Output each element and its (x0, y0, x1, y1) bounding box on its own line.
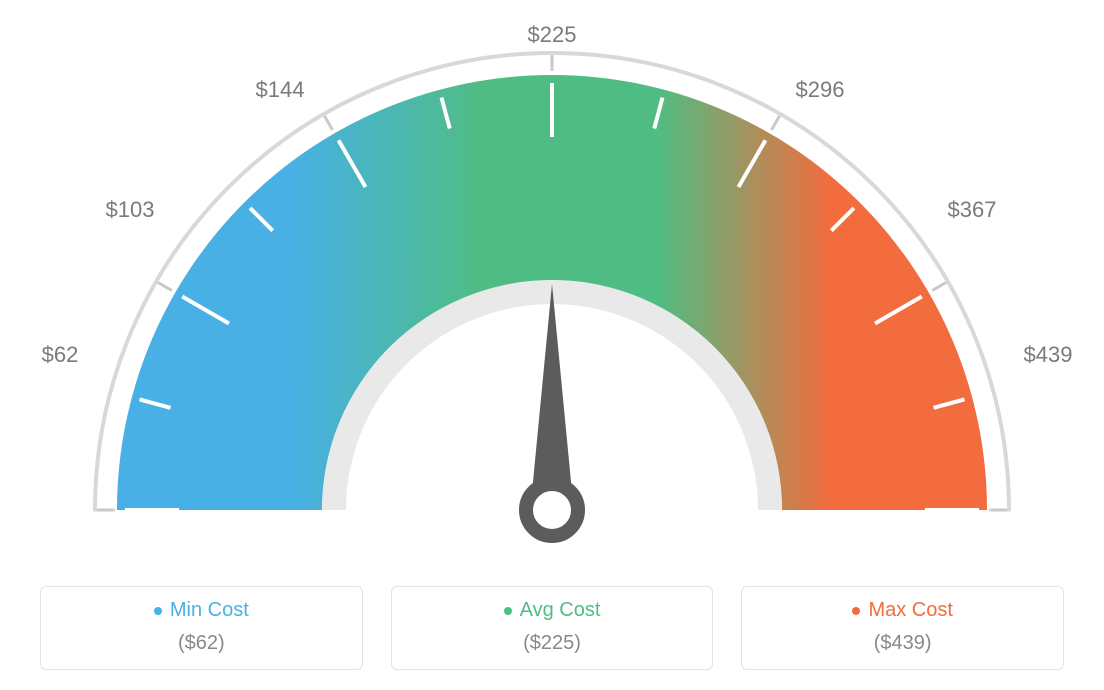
gauge-tick-label: $439 (1024, 342, 1073, 368)
gauge-tick-label: $367 (948, 197, 997, 223)
dot-icon (852, 607, 860, 615)
gauge-tick-label: $103 (106, 197, 155, 223)
gauge-svg (0, 0, 1104, 560)
gauge: $62 $103 $144 $225 $296 $367 $439 (0, 0, 1104, 560)
legend-label: Max Cost (868, 599, 952, 622)
gauge-tick-label: $225 (528, 22, 577, 48)
gauge-tick-label: $296 (796, 77, 845, 103)
dot-icon (504, 607, 512, 615)
legend-title-min: Min Cost (154, 599, 249, 622)
gauge-tick-label: $144 (256, 77, 305, 103)
cost-gauge-card: $62 $103 $144 $225 $296 $367 $439 Min Cost ($6… (0, 0, 1104, 690)
legend-title-avg: Avg Cost (504, 599, 601, 622)
legend-value: ($62) (41, 632, 362, 655)
legend-row: Min Cost ($62) Avg Cost ($225) Max Cost … (40, 586, 1064, 670)
dot-icon (154, 607, 162, 615)
legend-label: Avg Cost (520, 599, 601, 622)
legend-card-avg: Avg Cost ($225) (391, 586, 714, 670)
gauge-tick-label: $62 (42, 342, 79, 368)
legend-value: ($225) (392, 632, 713, 655)
legend-title-max: Max Cost (852, 599, 952, 622)
legend-value: ($439) (742, 632, 1063, 655)
legend-card-min: Min Cost ($62) (40, 586, 363, 670)
legend-card-max: Max Cost ($439) (741, 586, 1064, 670)
legend-label: Min Cost (170, 599, 249, 622)
